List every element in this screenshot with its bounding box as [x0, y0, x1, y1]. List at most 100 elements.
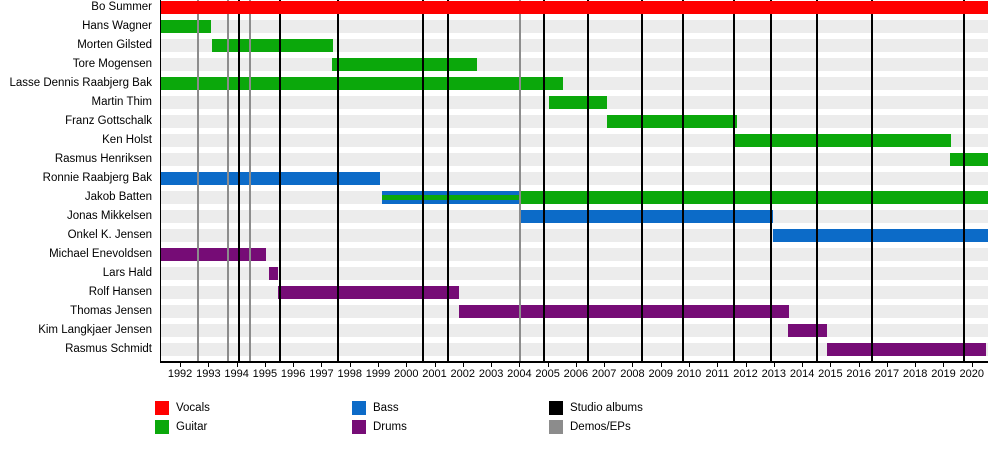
year-label: 1992: [167, 368, 193, 380]
album-line: [963, 0, 966, 361]
row-stripe: [161, 267, 988, 281]
legend-label: Bass: [373, 402, 399, 414]
year-tick: [717, 363, 719, 367]
timeline-bar-guitar: [734, 133, 951, 147]
year-label: 2006: [563, 368, 589, 380]
timeline-bar-drums: [826, 343, 987, 357]
year-tick: [236, 363, 238, 367]
year-tick: [519, 363, 521, 367]
timeline-bar-guitar: [519, 191, 988, 204]
year-tick: [434, 363, 436, 367]
year-label: 1994: [224, 368, 249, 380]
year-label: 2014: [789, 368, 815, 380]
member-label: Martin Thim: [91, 95, 153, 108]
album-line: [421, 0, 424, 361]
legend-swatch-drums: [352, 420, 366, 434]
year-label: 2017: [874, 368, 900, 380]
timeline-bar-guitar: [161, 19, 211, 33]
legend-swatch-studio_albums: [549, 401, 563, 415]
member-label: Lars Hald: [102, 267, 152, 280]
member-label: Franz Gottschalk: [65, 114, 152, 127]
year-tick: [802, 363, 804, 367]
timeline-bar-guitar: [161, 76, 563, 90]
year-label: 2001: [422, 368, 447, 380]
demo-line: [518, 0, 521, 361]
album-line: [640, 0, 643, 361]
year-label: 2004: [507, 368, 532, 380]
year-label: 2002: [450, 368, 476, 380]
timeline-bar-guitar: [949, 152, 988, 166]
album-line: [816, 0, 819, 361]
member-labels: Bo Summer Hans Wagner Morten Gilsted Tore M…: [0, 0, 152, 363]
year-label: 2007: [591, 368, 617, 380]
legend-label: Studio albums: [570, 402, 643, 414]
year-label: 1995: [252, 368, 278, 380]
plot-area: [160, 0, 988, 363]
timeline-bar-bass_guitar: [381, 191, 520, 204]
year-tick: [971, 363, 973, 367]
timeline-bar-bass: [773, 229, 988, 243]
row-stripe: [161, 343, 988, 357]
year-tick: [830, 363, 832, 367]
year-label: 1996: [280, 368, 306, 380]
year-tick: [604, 363, 606, 367]
legend-swatch-bass: [352, 401, 366, 415]
timeline-bar-guitar: [212, 38, 334, 52]
year-tick: [858, 363, 860, 367]
member-label: Thomas Jensen: [70, 305, 152, 318]
album-line: [447, 0, 450, 361]
legend-label: Vocals: [176, 402, 210, 414]
year-label: 2003: [478, 368, 504, 380]
year-tick: [180, 363, 182, 367]
year-tick: [547, 363, 549, 367]
year-tick: [491, 363, 493, 367]
year-tick: [886, 363, 888, 367]
year-label: 2013: [761, 368, 787, 380]
row-stripe: [161, 152, 988, 166]
member-label: Rasmus Schmidt: [65, 343, 152, 356]
demo-line: [249, 0, 252, 361]
year-label: 2019: [931, 368, 956, 380]
member-label: Jakob Batten: [84, 191, 152, 203]
year-tick: [745, 363, 747, 367]
member-label: Michael Enevoldsen: [49, 248, 152, 261]
member-label: Rolf Hansen: [88, 286, 152, 299]
year-tick: [943, 363, 945, 367]
year-label: 1993: [196, 368, 221, 380]
timeline-bar-guitar: [331, 57, 477, 71]
year-label: 2010: [676, 368, 702, 380]
row-stripe: [161, 114, 988, 128]
member-label: Hans Wagner: [82, 19, 152, 32]
member-label: Morten Gilsted: [77, 38, 152, 51]
timeline-bar-drums: [269, 267, 279, 281]
year-tick: [773, 363, 775, 367]
album-line: [681, 0, 684, 361]
demo-line: [197, 0, 200, 361]
member-label: Ronnie Raabjerg Bak: [42, 171, 152, 184]
timeline-bar-bass: [161, 171, 380, 185]
album-line: [336, 0, 339, 361]
row-stripe: [161, 38, 988, 52]
year-tick: [915, 363, 917, 367]
album-line: [279, 0, 282, 361]
row-stripe: [161, 19, 988, 33]
year-label: 2005: [535, 368, 560, 380]
year-label: 2015: [818, 368, 843, 380]
member-label: Bo Summer: [91, 0, 152, 13]
timeline-bar-drums: [787, 324, 827, 338]
timeline-bar-guitar: [549, 95, 607, 109]
year-tick: [321, 363, 323, 367]
year-label: 2020: [959, 368, 984, 380]
year-label: 1998: [337, 368, 362, 380]
album-line: [587, 0, 590, 361]
demo-line: [226, 0, 229, 361]
album-line: [732, 0, 735, 361]
legend-swatch-guitar: [155, 420, 169, 434]
year-tick: [349, 363, 351, 367]
row-stripe: [161, 57, 988, 71]
year-tick: [377, 363, 379, 367]
legend-swatch-vocals: [155, 401, 169, 415]
timeline-bar-vocals: [161, 0, 988, 14]
legend-label: Demos/EPs: [570, 421, 631, 433]
